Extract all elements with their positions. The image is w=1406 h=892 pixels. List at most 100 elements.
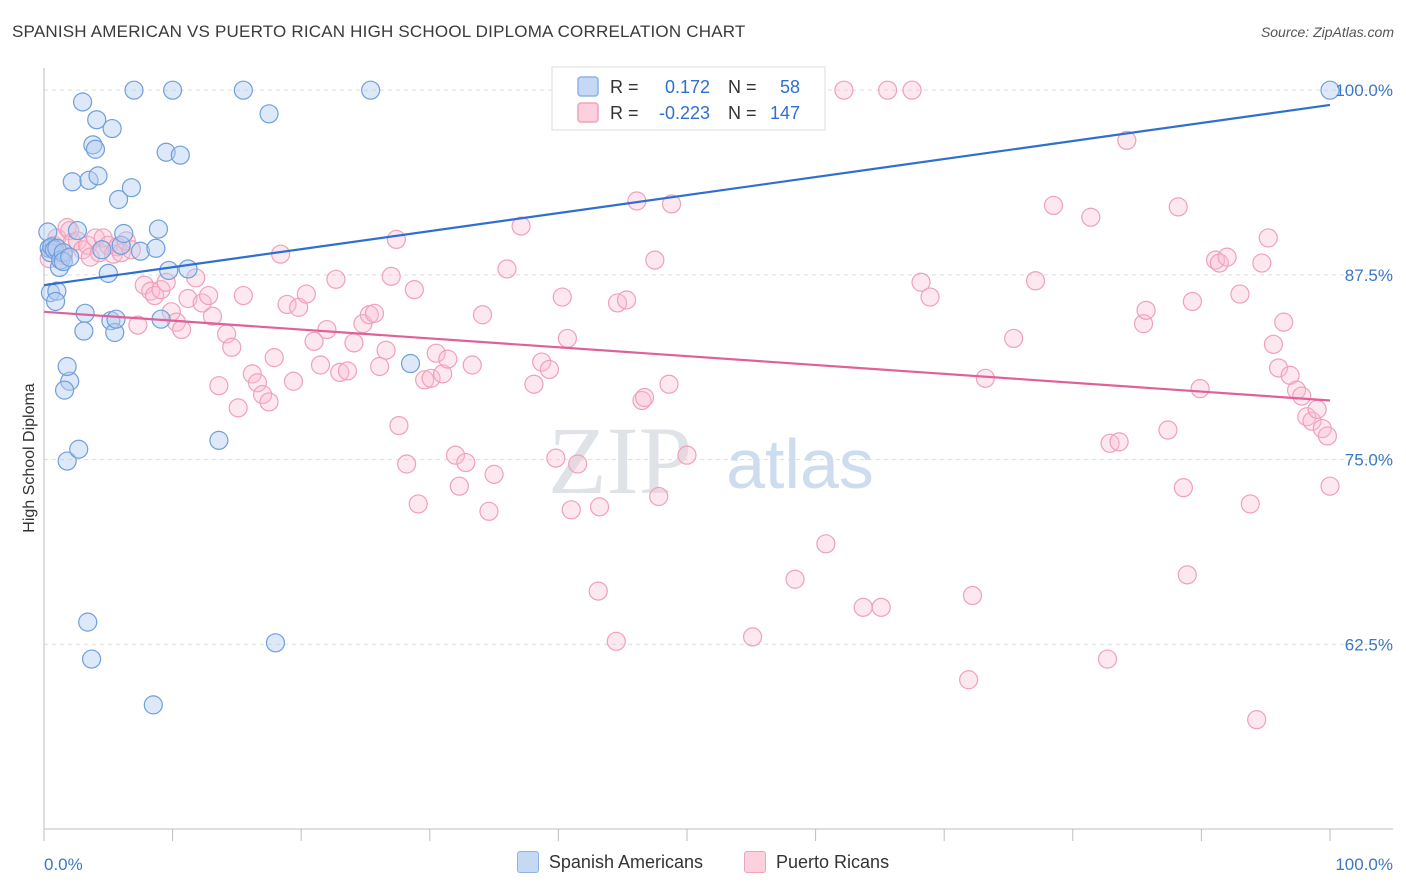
spanish-american-point [38, 222, 58, 242]
spanish-american-point [361, 80, 381, 100]
puerto-rican-point [1081, 207, 1101, 227]
spanish-american-point [146, 238, 166, 258]
puerto-rican-point [1136, 300, 1156, 320]
spanish-american-point [170, 145, 190, 165]
puerto-rican-point [317, 319, 337, 340]
spanish-american-point [87, 110, 107, 130]
puerto-rican-point [1317, 426, 1338, 446]
watermark-atlas: atlas [726, 425, 874, 503]
trendline-spanish-americans [43, 103, 1331, 287]
puerto-rican-point [902, 80, 922, 100]
puerto-rican-point [632, 390, 652, 411]
puerto-rican-point [606, 631, 626, 651]
spanish-american-point [57, 356, 77, 377]
legend-r-label-blue: R = [610, 77, 639, 97]
puerto-rican-point [433, 364, 453, 384]
puerto-rican-point [156, 272, 176, 292]
puerto-rican-point [878, 80, 898, 100]
series-puerto-ricans [39, 80, 1340, 730]
legend-n-value-blue: 58 [780, 77, 800, 97]
legend-r-value-blue: 0.172 [665, 77, 710, 97]
puerto-rican-point [1168, 197, 1188, 217]
puerto-rican-point [128, 315, 148, 335]
puerto-rican-point [192, 293, 212, 313]
puerto-rican-point [397, 454, 417, 474]
puerto-rican-point [1043, 195, 1064, 216]
puerto-rican-point [228, 398, 248, 418]
spanish-american-point [47, 281, 67, 301]
puerto-rican-point [552, 287, 572, 307]
puerto-rican-point [408, 494, 428, 514]
puerto-rican-point [326, 269, 346, 289]
puerto-rican-point [479, 501, 499, 521]
legend-item-puerto-ricans[interactable]: Puerto Ricans [744, 851, 889, 873]
puerto-rican-point [1240, 494, 1260, 514]
puerto-rican-point [1177, 565, 1197, 585]
puerto-rican-point [60, 220, 80, 241]
puerto-rican-point [370, 356, 390, 377]
puerto-rican-point [959, 670, 979, 690]
legend-swatch-spanish-americans [516, 851, 539, 873]
puerto-rican-point [202, 306, 223, 326]
puerto-rican-point [1292, 386, 1312, 406]
puerto-rican-point [438, 349, 458, 369]
puerto-rican-point [172, 319, 192, 340]
legend-n-value-pink: 147 [770, 103, 800, 123]
spanish-american-point [114, 223, 134, 244]
puerto-rican-point [1097, 649, 1118, 669]
spanish-american-point [124, 80, 144, 100]
spanish-american-point [106, 309, 126, 329]
spanish-american-point [265, 633, 286, 653]
series-spanish-americans [38, 80, 1340, 715]
spanish-american-point [67, 220, 88, 241]
spanish-american-point [102, 118, 122, 139]
puerto-rican-point [381, 266, 401, 286]
puerto-rican-point [310, 355, 331, 375]
puerto-rican-point [1274, 312, 1294, 332]
legend-item-spanish-americans[interactable]: Spanish Americans [516, 851, 703, 873]
puerto-rican-point [1173, 478, 1193, 498]
puerto-rican-point [209, 376, 229, 396]
puerto-rican-point [277, 294, 297, 315]
spanish-american-point [62, 172, 82, 192]
puerto-rican-point [233, 285, 253, 306]
puerto-rican-point [1182, 291, 1202, 312]
legend-r-value-pink: -0.223 [659, 103, 710, 123]
puerto-rican-point [649, 486, 669, 507]
puerto-rican-point [426, 343, 446, 363]
puerto-rican-point [1307, 399, 1327, 419]
puerto-rican-point [911, 272, 931, 292]
legend-n-label-blue: N = [728, 77, 757, 97]
puerto-rican-point [472, 305, 493, 325]
puerto-rican-point [247, 373, 268, 393]
chart-title: SPANISH AMERICAN VS PUERTO RICAN HIGH SC… [12, 22, 746, 41]
y-tick-label: 87.5% [1345, 266, 1393, 285]
spanish-american-point [143, 695, 163, 715]
puerto-rican-point [871, 597, 891, 617]
puerto-rican-point [816, 534, 836, 554]
puerto-rican-point [920, 287, 940, 307]
x-tick-label-min: 0.0% [44, 855, 83, 874]
puerto-rican-point [1217, 247, 1237, 267]
y-tick-label: 62.5% [1345, 635, 1393, 654]
puerto-rican-point [178, 288, 198, 309]
puerto-rican-point [456, 452, 476, 473]
x-tick-labels: 0.0% 100.0% [44, 855, 1393, 874]
puerto-rican-point [511, 216, 531, 236]
spanish-american-point [92, 240, 112, 260]
puerto-rican-point [376, 340, 396, 360]
puerto-rican-point [853, 597, 873, 617]
puerto-rican-point [364, 303, 385, 323]
puerto-rican-point [242, 364, 262, 384]
legend-label-spanish-americans: Spanish Americans [548, 851, 703, 872]
legend-swatch-puerto-ricans [744, 851, 767, 873]
spanish-american-point [130, 241, 151, 261]
puerto-rican-point [588, 581, 608, 601]
puerto-rican-point [1252, 253, 1272, 273]
puerto-rican-point [1117, 130, 1137, 151]
legend-r-label-pink: R = [610, 103, 639, 123]
puerto-rican-point [80, 247, 100, 267]
puerto-rican-point [484, 464, 504, 484]
spanish-american-point [108, 189, 129, 210]
puerto-rican-point [386, 229, 406, 250]
